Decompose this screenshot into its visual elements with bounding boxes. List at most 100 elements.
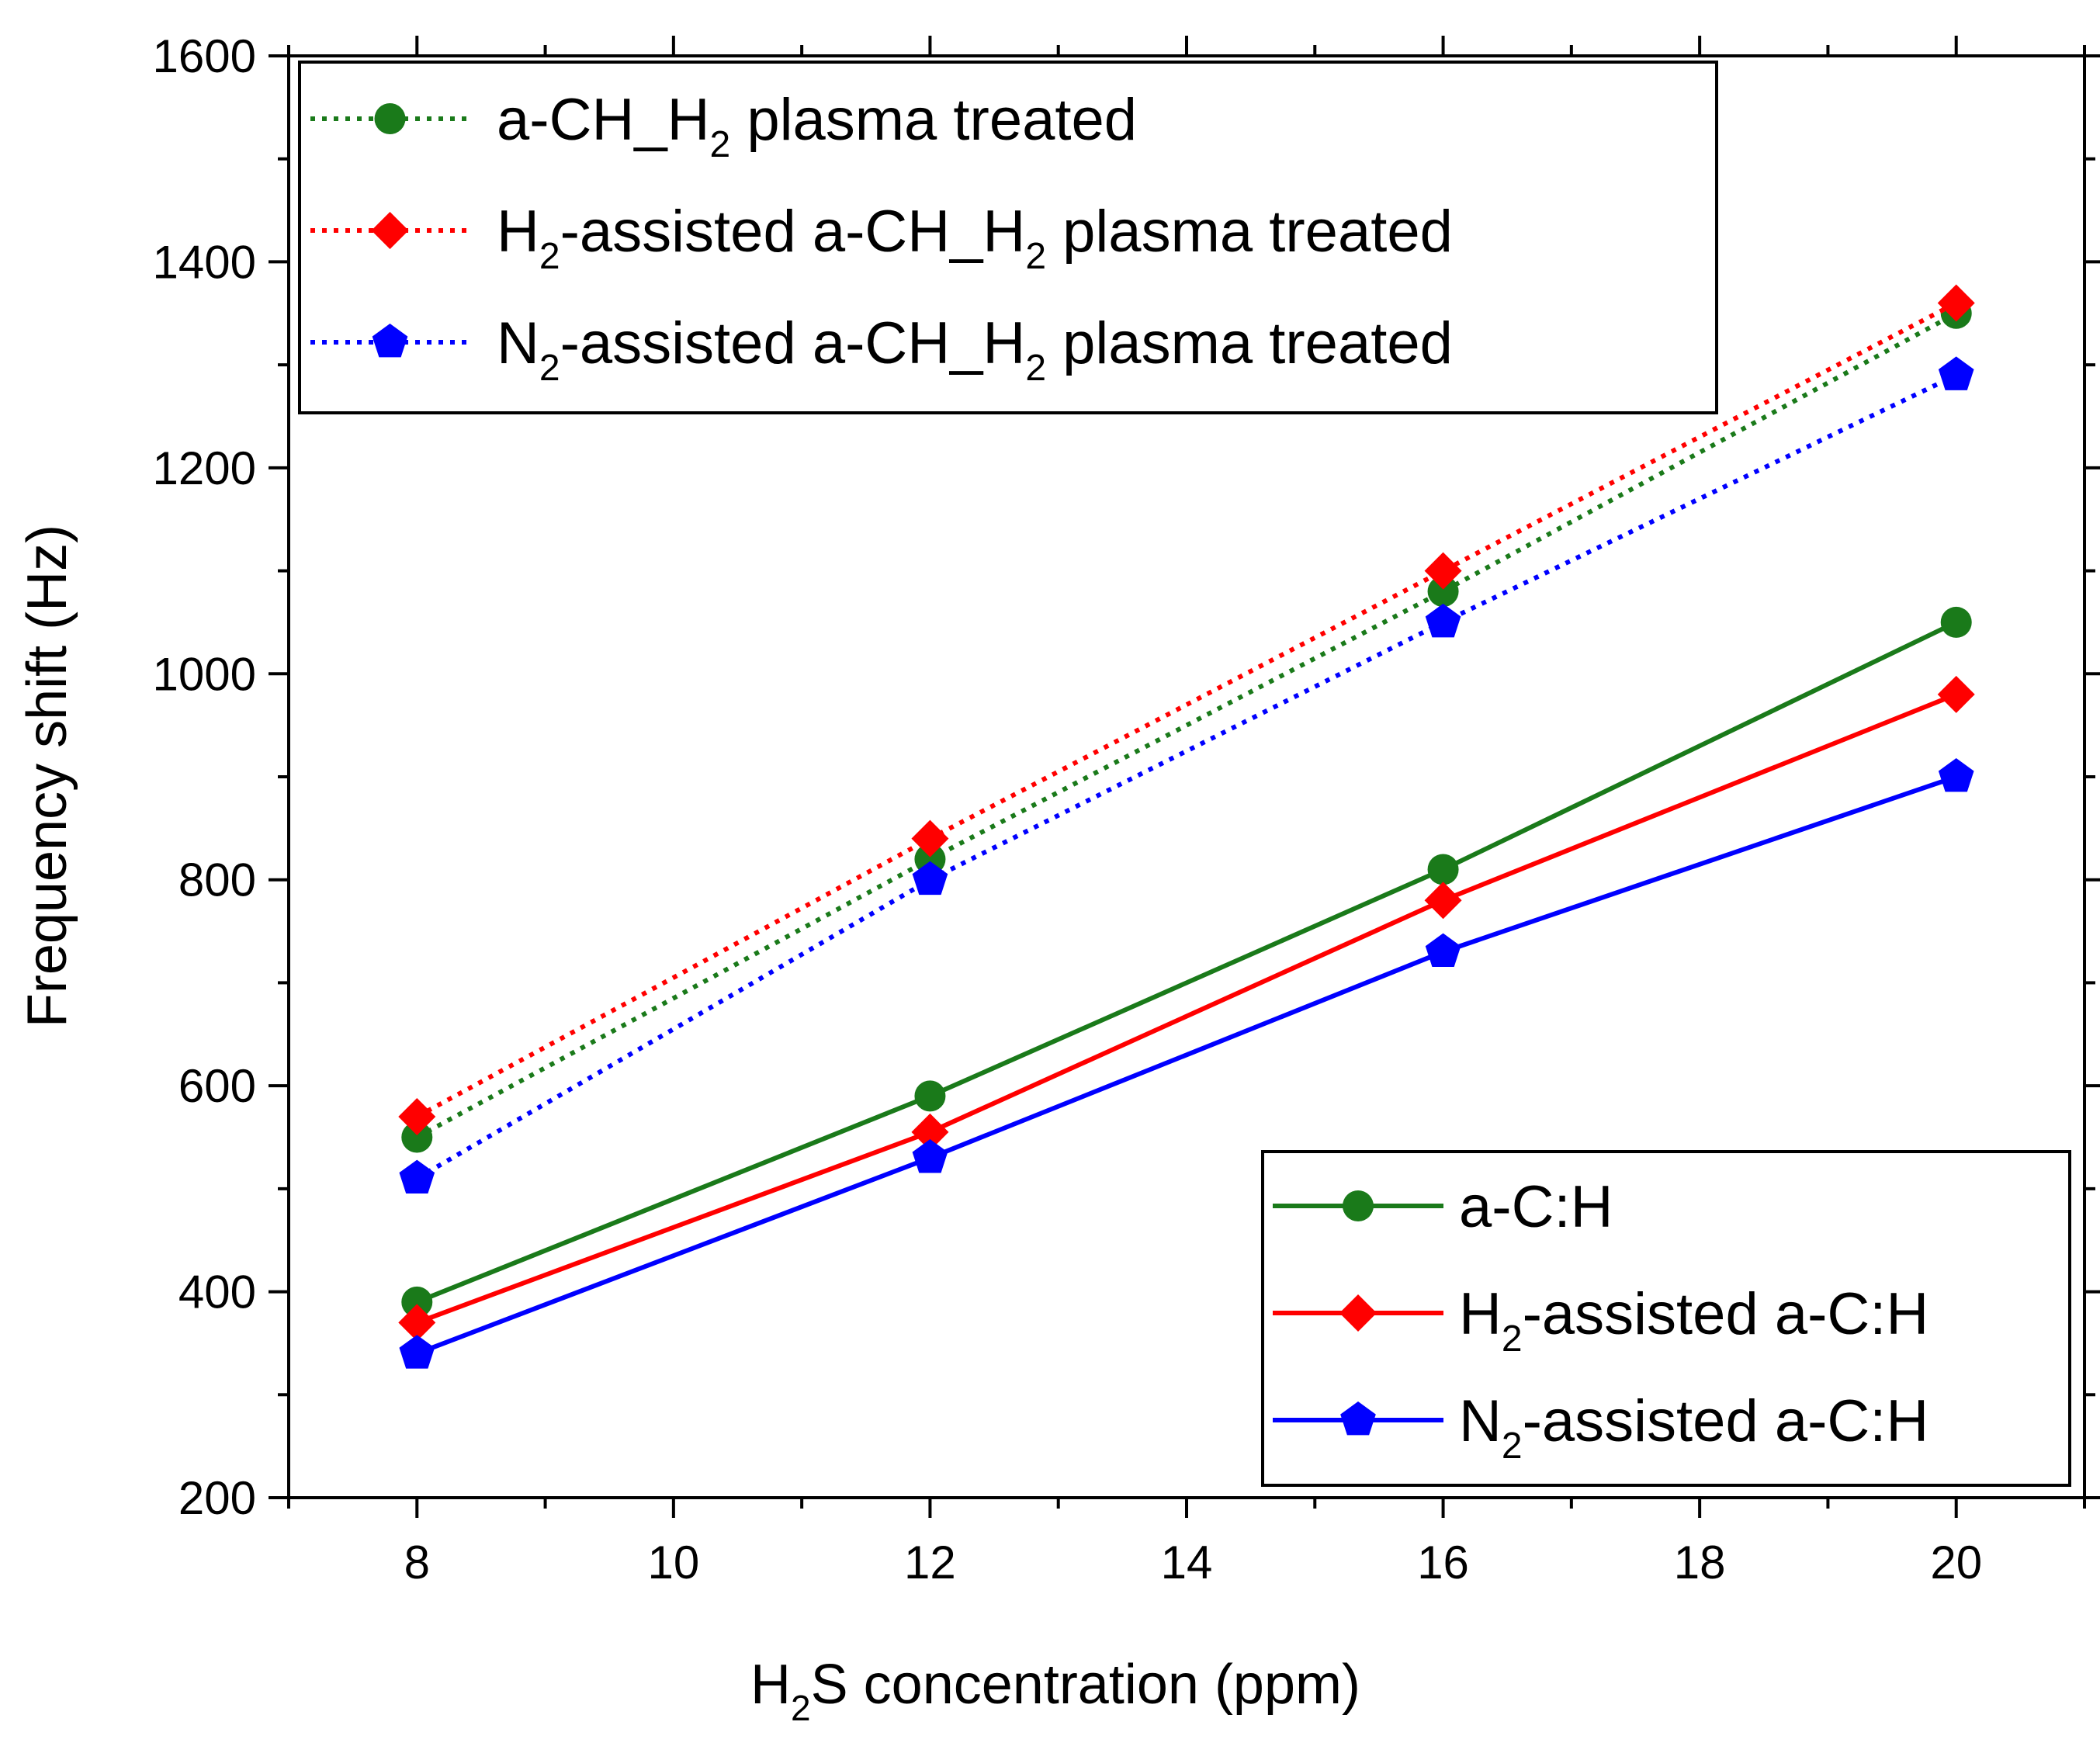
data-point [1938,356,1974,390]
data-point [1424,882,1462,920]
legend-label: H2-assisted a-CH_H2 plasma treated [497,199,1453,277]
legend-marker [372,324,408,358]
legend-marker [1343,1190,1374,1221]
series-5 [399,758,1974,1369]
legend-label-part: H [1459,1281,1502,1347]
legend-label: N2-assisted a-C:H [1459,1388,1928,1467]
legend-label: a-CH_H2 plasma treated [497,87,1137,165]
series-0 [401,297,1972,1153]
legend-label-subscript: 2 [539,348,560,389]
series-4 [398,675,1975,1342]
data-point [1427,854,1459,885]
data-point [1424,552,1462,590]
x-axis-label: H2S concentration (ppm) [750,1654,1360,1728]
series-line [416,774,1957,1356]
legend-label-subscript: 2 [710,124,731,165]
legend-label-part: -assisted a-C:H [1523,1388,1929,1454]
y-tick-label: 1600 [153,30,256,82]
data-point [911,819,949,857]
series-1 [398,284,1975,1135]
series-layer [398,284,1975,1369]
legend-entry: N2-assisted a-CH_H2 plasma treated [310,310,1453,389]
data-point [911,1113,949,1151]
x-axis-label-rest: S concentration (ppm) [811,1654,1360,1716]
legend-label-part: N [497,310,539,376]
data-point [1425,933,1461,968]
legend-label-subscript: 2 [1025,348,1046,389]
x-tick-label: 20 [1930,1536,1982,1588]
legend-marker [1339,1294,1377,1332]
x-tick-label: 14 [1161,1536,1213,1588]
data-point [914,1080,946,1112]
legend-label-subscript: 2 [1502,1318,1523,1360]
legend-label: H2-assisted a-C:H [1459,1281,1928,1360]
series-line [415,311,1958,1140]
legend-label-part: plasma treated [730,87,1137,153]
series-line [416,692,1957,1325]
x-axis-label-main: H [750,1654,791,1716]
plot-area-frame [287,54,2086,1499]
y-tick-label: 1000 [153,648,256,700]
legend-marker [371,212,409,249]
data-point [399,1335,435,1369]
data-point [1938,758,1974,792]
data-point [1427,576,1459,608]
legend-label-part: -assisted a-C:H [1523,1281,1929,1347]
legend-label-part: -assisted a-CH_H [560,199,1026,265]
y-tick-label: 600 [178,1060,256,1112]
x-tick-label: 10 [647,1536,699,1588]
data-point [398,1097,436,1135]
legend-entry: a-C:H [1273,1174,1613,1240]
x-axis-label-subscript: 2 [791,1688,811,1728]
x-tick-label: 12 [904,1536,956,1588]
y-tick-label: 200 [178,1472,256,1524]
data-point [1940,606,1972,638]
y-tick-label: 1200 [153,442,256,494]
legend-label-part: N [1459,1388,1502,1454]
series-line [416,620,1958,1304]
x-tick-label: 16 [1417,1536,1469,1588]
legend-marker [1340,1401,1376,1436]
data-point [401,1286,433,1318]
data-point [401,1121,433,1153]
data-point [1425,603,1461,638]
legend-bottom-right: a-C:HH2-assisted a-C:HN2-assisted a-C:H [1261,1150,2071,1487]
y-tick-label: 1400 [153,236,256,288]
y-tick-label: 400 [178,1266,256,1318]
series-2 [399,356,1974,1194]
x-tick-label: 8 [404,1536,430,1588]
legend-box [298,61,1718,414]
legend-label: N2-assisted a-CH_H2 plasma treated [497,310,1453,389]
x-tick-label: 18 [1674,1536,1726,1588]
legend-label-part: plasma treated [1046,199,1453,265]
data-point [912,861,948,896]
y-axis-label: Frequency shift (Hz) [16,525,78,1027]
series-line [415,372,1958,1181]
legend-label: a-C:H [1459,1174,1613,1240]
series-3 [401,606,1972,1318]
legend-label-part: a-CH_H [497,87,710,153]
legend-entry: H2-assisted a-C:H [1273,1281,1928,1360]
data-point [398,1304,436,1342]
y-tick-label: 800 [178,854,256,906]
series-line [415,300,1958,1119]
tick-labels: 8 10 12 14 16 18 20 200 400 600 800 1000 1200 1400 160… [153,30,1983,1588]
legend-label-subscript: 2 [1502,1426,1523,1467]
legend-label-part: H [497,199,539,265]
data-point [1937,675,1975,713]
data-point [399,1159,435,1194]
data-point [912,1139,948,1173]
legend-label-part: -assisted a-CH_H [560,310,1026,376]
legend-entry: N2-assisted a-C:H [1273,1388,1928,1467]
legend-marker [374,103,406,134]
legend-label-subscript: 2 [539,236,560,277]
legend-entry: a-CH_H2 plasma treated [310,87,1137,165]
legend-label-part: plasma treated [1046,310,1453,376]
legend-label-part: a-C:H [1459,1174,1613,1240]
data-point [1937,284,1975,322]
legend-entry: H2-assisted a-CH_H2 plasma treated [310,199,1453,277]
legend-label-subscript: 2 [1025,236,1046,277]
